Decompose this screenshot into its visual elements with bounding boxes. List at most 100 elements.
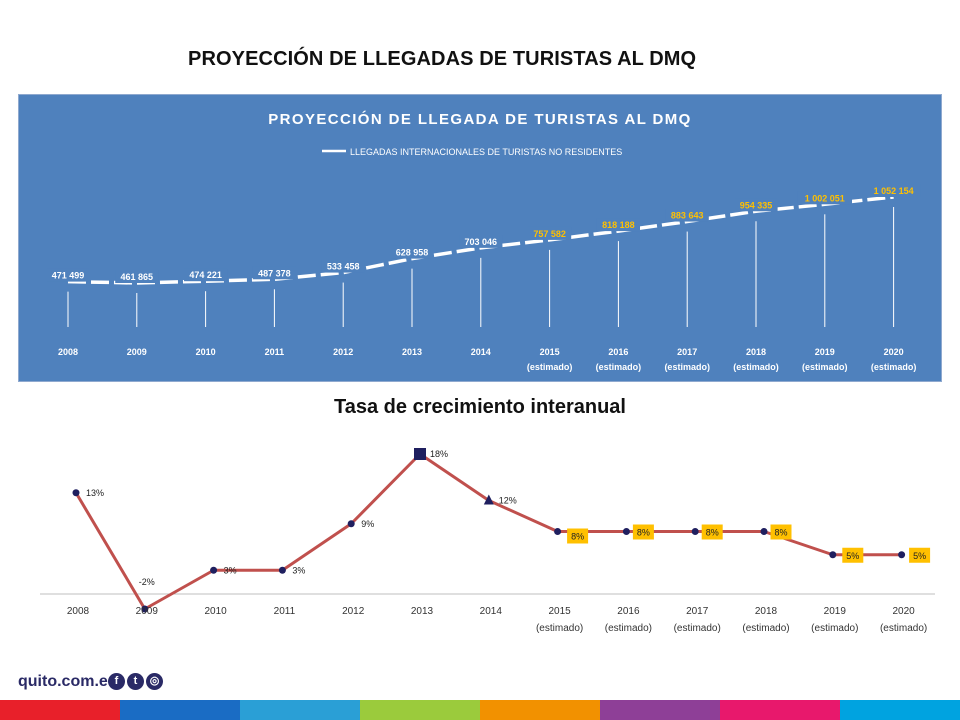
data-label: 628 958 (396, 248, 429, 258)
x-tick-label: 2018 (755, 606, 778, 617)
data-label: 471 499 (52, 271, 85, 281)
x-tick-label: 2010 (196, 347, 216, 357)
x-tick-sublabel: (estimado) (871, 362, 917, 372)
data-label: 487 378 (258, 268, 291, 278)
footer-color-strip (0, 700, 960, 720)
x-tick-sublabel: (estimado) (880, 623, 927, 634)
data-label: 13% (86, 488, 104, 498)
x-tick-label: 2014 (471, 347, 491, 357)
x-tick-label: 2009 (127, 347, 147, 357)
chart1-title: PROYECCIÓN DE LLEGADA DE TURISTAS AL DMQ (268, 110, 692, 128)
data-point-triangle (483, 494, 494, 505)
facebook-icon[interactable]: f (108, 673, 125, 690)
data-label: 5% (913, 551, 926, 561)
x-tick-label: 2011 (265, 347, 285, 357)
page-title: PROYECCIÓN DE LLEGADAS DE TURISTAS AL DM… (188, 48, 697, 70)
x-tick-sublabel: (estimado) (664, 362, 710, 372)
data-label: 5% (846, 551, 859, 561)
data-label-bg (528, 226, 572, 240)
data-point (622, 528, 630, 535)
x-tick-label: 2017 (686, 606, 709, 617)
data-point-square (414, 448, 426, 460)
data-label: 8% (571, 532, 584, 542)
data-label-bg (390, 245, 434, 259)
x-tick-sublabel: (estimado) (527, 362, 573, 372)
data-label-bg (321, 259, 365, 273)
x-tick-sublabel: (estimado) (802, 362, 848, 372)
x-tick-sublabel: (estimado) (742, 623, 789, 634)
x-tick-label: 2013 (411, 606, 434, 617)
growth-chart: 13% -2% 3% 3% 9% 18% 12% 8% 8% 8% 8% 5% 5% 2008 2009 20… (40, 448, 935, 634)
data-label-bg (665, 208, 709, 222)
data-label: 1 002 051 (805, 193, 845, 203)
x-tick-label: 2019 (815, 347, 835, 357)
x-tick-sublabel: (estimado) (674, 623, 721, 634)
data-label-bg (866, 184, 921, 197)
data-label-badge (701, 524, 723, 540)
x-tick-sublabel: (estimado) (733, 362, 779, 372)
x-tick-label: 2015 (548, 606, 571, 617)
x-tick-label: 2019 (824, 606, 847, 617)
data-label-bg (252, 266, 296, 280)
data-point (278, 566, 286, 574)
color-strip-segment (720, 700, 840, 720)
color-strip-segment (840, 700, 960, 720)
data-label: 474 221 (189, 270, 222, 280)
growth-chart-title: Tasa de crecimiento interanual (334, 396, 626, 418)
data-label: -2% (139, 577, 155, 587)
data-point (141, 605, 149, 613)
data-label: 9% (361, 519, 374, 529)
data-point (898, 551, 906, 559)
data-label: 8% (774, 528, 787, 538)
x-tick-label: 2009 (136, 606, 159, 617)
footer-site[interactable]: quito.com.ec (18, 673, 117, 690)
data-label-bg (797, 191, 852, 205)
x-tick-label: 2011 (274, 606, 296, 617)
data-label-badge (909, 547, 931, 563)
x-tick-label: 2013 (402, 347, 422, 357)
x-tick-label: 2015 (540, 347, 560, 357)
x-tick-label: 2008 (67, 606, 90, 617)
x-tick-label: 2008 (58, 347, 78, 357)
x-tick-label: 2014 (480, 606, 503, 617)
data-point (760, 528, 768, 535)
data-point (829, 551, 837, 559)
data-label-badge (632, 524, 654, 540)
data-label: 757 582 (533, 229, 566, 239)
x-tick-label: 2018 (746, 347, 766, 357)
data-point (691, 528, 699, 535)
x-tick-label: 2012 (333, 347, 353, 357)
data-label-bg (46, 268, 90, 282)
color-strip-segment (120, 700, 240, 720)
x-tick-label: 2016 (608, 347, 628, 357)
data-label-bg (184, 268, 228, 282)
x-tick-label: 2016 (617, 606, 640, 617)
arrivals-chart: PROYECCIÓN DE LLEGADA DE TURISTAS AL DMQ… (46, 110, 921, 372)
instagram-icon[interactable]: ◎ (146, 673, 163, 690)
data-label-bg (115, 270, 159, 283)
data-label: 703 046 (465, 237, 498, 247)
data-label: 533 458 (327, 262, 360, 272)
data-point (72, 489, 80, 497)
color-strip-segment (480, 700, 600, 720)
x-tick-sublabel: (estimado) (605, 623, 652, 634)
data-point (347, 520, 355, 528)
data-label: 8% (637, 528, 650, 538)
data-label: 883 643 (671, 211, 704, 221)
data-label: 12% (499, 496, 517, 506)
data-label: 954 335 (740, 200, 773, 210)
x-tick-label: 2017 (677, 347, 697, 357)
color-strip-segment (240, 700, 360, 720)
x-tick-label: 2020 (892, 606, 915, 617)
data-label: 18% (430, 449, 448, 459)
data-label: 3% (292, 565, 305, 575)
data-label: 1 052 154 (874, 186, 914, 196)
data-label-badge (567, 528, 589, 544)
x-tick-label: 2012 (342, 606, 365, 617)
x-tick-sublabel: (estimado) (536, 623, 583, 634)
color-strip-segment (0, 700, 120, 720)
legend-label: LLEGADAS INTERNACIONALES DE TURISTAS NO … (350, 147, 622, 157)
data-point (210, 566, 218, 574)
data-label-bg (459, 234, 503, 248)
twitter-icon[interactable]: t (127, 673, 144, 690)
